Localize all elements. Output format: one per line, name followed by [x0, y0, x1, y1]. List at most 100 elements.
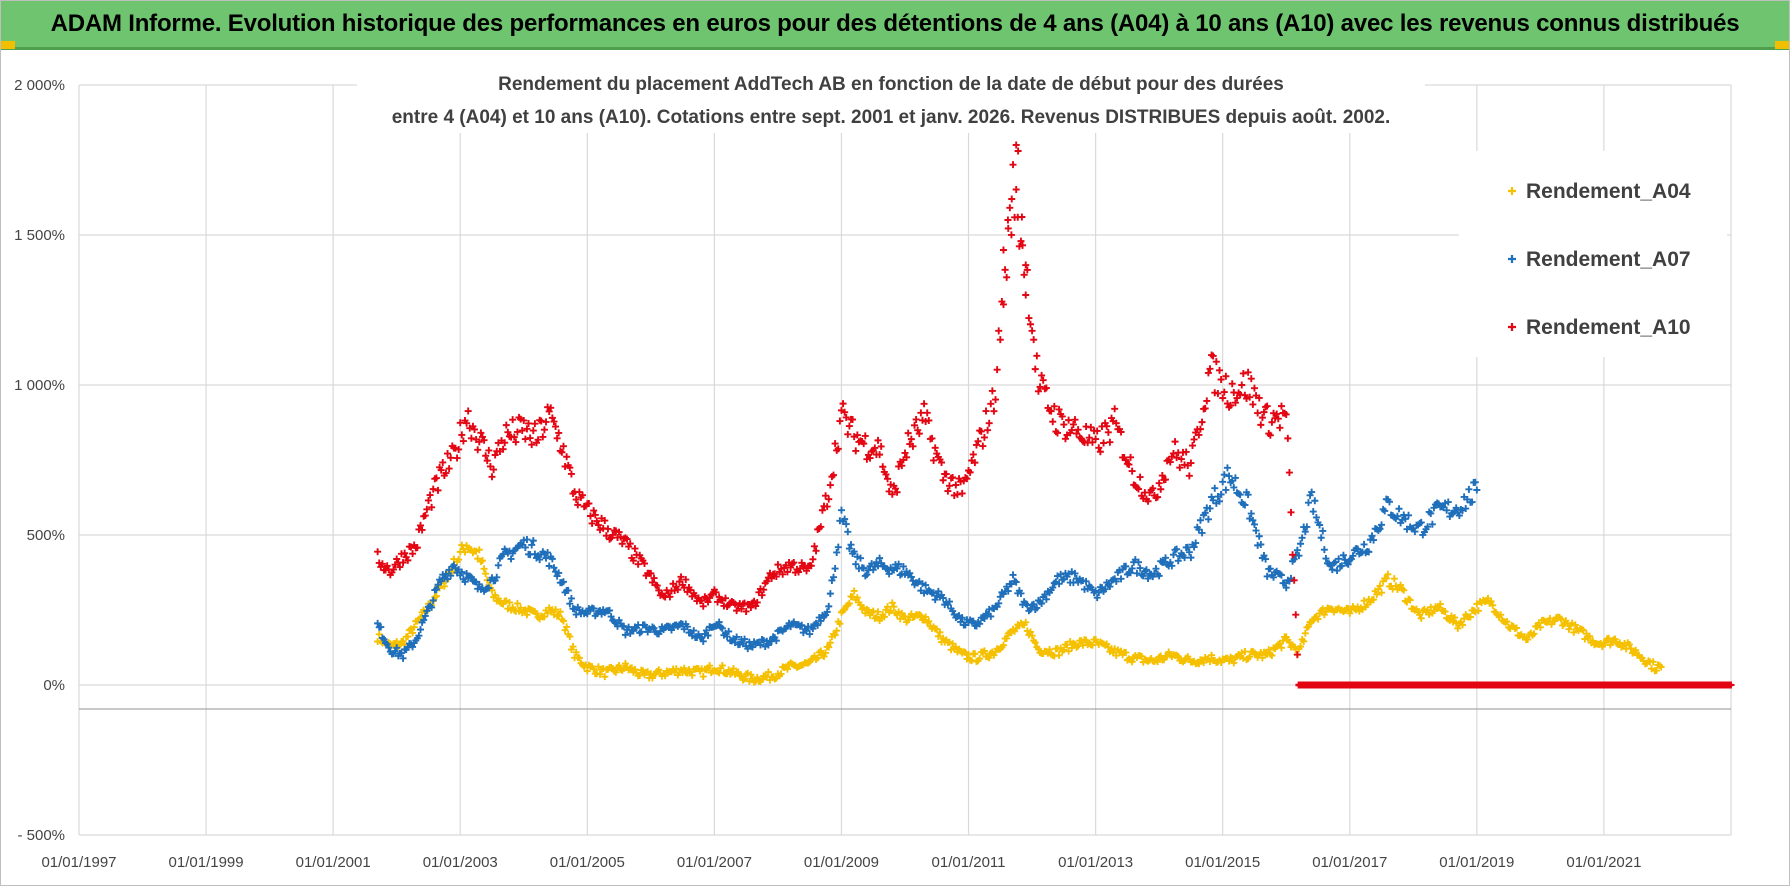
data-point: [1417, 614, 1425, 622]
data-point: [1320, 546, 1328, 554]
data-point: [1263, 572, 1271, 580]
data-point: [699, 673, 707, 681]
data-point: [995, 599, 1003, 607]
data-point: [513, 599, 521, 607]
data-point: [895, 560, 903, 568]
data-point: [1424, 523, 1432, 531]
banner-accent-right: [1775, 41, 1789, 49]
data-point: [1727, 681, 1735, 689]
data-point: [1190, 435, 1198, 443]
data-point: [585, 500, 593, 508]
data-point: [615, 662, 623, 670]
data-point: [1173, 454, 1181, 462]
data-point: [423, 505, 431, 513]
data-point: [1204, 369, 1212, 377]
data-point: [1065, 416, 1073, 424]
data-point: [529, 537, 537, 545]
data-point: [1060, 646, 1068, 654]
header-banner: ADAM Informe. Evolution historique des p…: [1, 1, 1789, 50]
data-point: [1268, 418, 1276, 426]
data-point: [674, 586, 682, 594]
data-point: [434, 486, 442, 494]
data-point: [1216, 366, 1224, 374]
data-point: [1452, 504, 1460, 512]
data-point: [588, 519, 596, 527]
data-point: [1368, 532, 1376, 540]
data-point: [1034, 645, 1042, 653]
data-point: [1227, 401, 1235, 409]
data-point: [420, 616, 428, 624]
data-point: [818, 506, 826, 514]
data-point: [871, 444, 879, 452]
data-point: [1025, 314, 1033, 322]
data-point: [1317, 534, 1325, 542]
data-point: [655, 666, 663, 674]
data-point: [741, 635, 749, 643]
data-point: [593, 517, 601, 525]
data-point: [834, 543, 842, 551]
data-point: [891, 485, 899, 493]
data-point: [912, 415, 920, 423]
data-point: [1270, 573, 1278, 581]
data-point: [491, 591, 499, 599]
data-point: [488, 473, 496, 481]
data-point: [421, 512, 429, 520]
data-point: [936, 628, 944, 636]
data-point: [615, 528, 623, 536]
data-point: [418, 526, 426, 534]
data-point: [1297, 540, 1305, 548]
data-point: [661, 672, 669, 680]
data-point: [1471, 478, 1479, 486]
data-point: [526, 434, 534, 442]
data-point: [1026, 628, 1034, 636]
data-point: [992, 396, 1000, 404]
data-point: [729, 665, 737, 673]
data-point: [677, 573, 685, 581]
data-point: [1255, 532, 1263, 540]
data-point: [1038, 371, 1046, 379]
data-point: [634, 560, 642, 568]
data-point: [1187, 554, 1195, 562]
data-point: [429, 485, 437, 493]
series-Rendement_A04: [374, 541, 1665, 686]
data-point: [1127, 569, 1135, 577]
data-point: [1230, 659, 1238, 667]
data-point: [424, 496, 432, 504]
data-point: [401, 549, 409, 557]
data-point: [567, 470, 575, 478]
x-tick-label: 01/01/2001: [296, 854, 371, 871]
data-point: [475, 580, 483, 588]
data-point: [1022, 618, 1030, 626]
data-point: [1133, 569, 1141, 577]
data-point: [444, 450, 452, 458]
data-point: [1173, 545, 1181, 553]
legend-item: Rendement_A04: [1508, 180, 1691, 203]
data-point: [1370, 596, 1378, 604]
data-point: [747, 603, 755, 611]
data-point: [866, 454, 874, 462]
data-point: [1260, 552, 1268, 560]
data-point: [455, 556, 463, 564]
data-point: [1071, 416, 1079, 424]
data-point: [410, 623, 418, 631]
data-point: [907, 573, 915, 581]
data-point: [1049, 584, 1057, 592]
data-point: [1206, 365, 1214, 373]
data-point: [958, 489, 966, 497]
data-point: [380, 635, 388, 643]
data-point: [944, 487, 952, 495]
data-point: [417, 626, 425, 634]
data-point: [982, 407, 990, 415]
data-point: [1022, 261, 1030, 269]
data-point: [874, 608, 882, 616]
data-point: [525, 419, 533, 427]
data-point: [876, 554, 884, 562]
data-point: [934, 587, 942, 595]
data-point: [1071, 569, 1079, 577]
data-point: [1162, 476, 1170, 484]
data-point: [1019, 241, 1027, 249]
data-point: [1003, 634, 1011, 642]
data-point: [467, 434, 475, 442]
data-point: [1142, 566, 1150, 574]
data-point: [942, 470, 950, 478]
